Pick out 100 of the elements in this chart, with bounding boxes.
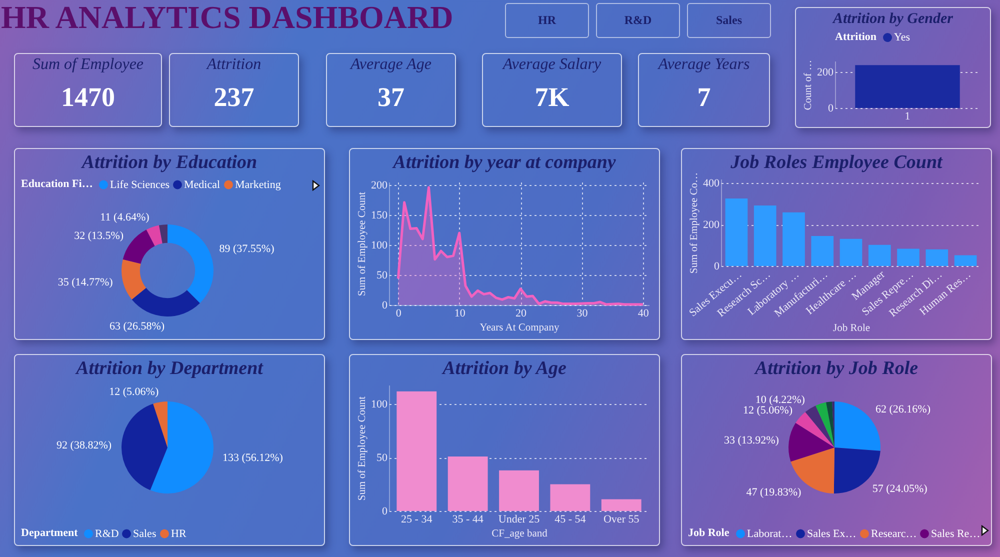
text: HR ANALYTICS DASHBOARD: [1, 0, 454, 35]
y-tick-label: 50: [376, 452, 388, 464]
y-axis-title: Sum of Employee Count: [357, 192, 368, 296]
donut-slice: [122, 259, 146, 300]
pie-slice: [816, 402, 834, 448]
x-tick-label: Under 25: [498, 514, 540, 526]
data-label: 63 (26.58%): [110, 320, 165, 332]
bar: [601, 499, 642, 511]
data-label: 35 (14.77%): [58, 276, 114, 289]
chart-title: Attrition by Gender: [831, 10, 954, 29]
data-label: 12 (5.06%): [109, 386, 159, 398]
legend-label: Life Sciences: [110, 178, 170, 191]
donut-slice: [122, 230, 155, 264]
x-axis-title: Years At Company: [480, 322, 560, 334]
data-label: 62 (26.16%): [876, 403, 931, 416]
donut-slice: [159, 224, 168, 244]
text: Average Salary: [501, 56, 602, 74]
bar: [725, 198, 748, 266]
x-tick-label: Over 55: [603, 514, 640, 526]
y-tick-label: 100: [371, 240, 388, 252]
text: Sum of Employee: [31, 56, 145, 74]
x-tick-label: 0: [396, 308, 402, 320]
bar: [448, 456, 488, 511]
chart-title: Attrition by year at company: [391, 151, 617, 175]
data-label: 33 (13.92%): [724, 434, 780, 446]
y-tick-label: 100: [371, 398, 388, 411]
text: 7: [696, 82, 712, 113]
data-label: 32 (13.5%): [74, 230, 124, 242]
pie-slice: [122, 404, 168, 490]
donut-slice: [132, 288, 200, 316]
chart-title: Attrition by Job Role: [753, 357, 920, 381]
bar: [782, 212, 805, 266]
x-tick-label: 25 - 34: [401, 514, 433, 526]
y-tick-label: 0: [382, 506, 388, 518]
chart-title: Attrition by Age: [440, 357, 568, 381]
legend-label: Sales Re…: [931, 528, 980, 540]
legend-title: Attrition: [835, 31, 877, 43]
text: Attrition: [205, 56, 262, 74]
legend-label: Medical: [184, 178, 220, 191]
x-tick-label: 35 - 44: [452, 514, 484, 526]
legend-label: HR: [171, 528, 187, 540]
x-tick-label: 20: [516, 308, 528, 320]
x-axis-title: Job Role: [832, 322, 870, 334]
pie-slice: [788, 422, 834, 462]
donut-slice: [168, 224, 214, 304]
text: Average Age: [348, 56, 432, 74]
bar: [897, 248, 920, 266]
y-axis-title: Sum of Employee Count: [357, 396, 368, 501]
bar: [499, 470, 539, 511]
bar: [926, 249, 948, 266]
pie-slice: [153, 402, 168, 448]
y-tick-label: 50: [376, 270, 388, 282]
legend-label: Researc…: [871, 528, 917, 540]
text: 7K: [534, 82, 570, 113]
legend-title: Department: [21, 527, 78, 539]
legend-title: Education Fi…: [21, 178, 93, 190]
bar: [396, 391, 437, 511]
data-label: 57 (24.05%): [872, 482, 928, 495]
pie-slice: [150, 402, 214, 494]
data-label: 92 (38.82%): [56, 440, 112, 452]
text: R&D: [596, 3, 680, 38]
y-tick-label: 200: [817, 66, 834, 78]
data-label: 10 (4.22%): [755, 394, 806, 406]
data-label: 89 (37.55%): [219, 243, 275, 256]
data-label: 12 (5.06%): [742, 404, 793, 416]
y-axis-title: Sum of Employee Co…: [689, 172, 700, 274]
legend-label: Sales Ex…: [807, 528, 856, 540]
data-label: 133 (56.12%): [222, 452, 284, 464]
legend-label: Laborat…: [747, 528, 792, 540]
bar: [840, 238, 862, 266]
x-tick-label: 30: [576, 308, 588, 320]
y-tick-label: 150: [371, 210, 388, 222]
text: 237: [212, 82, 256, 113]
legend-label: Marketing: [235, 178, 282, 191]
pie-slice: [805, 406, 834, 448]
y-tick-label: 200: [371, 180, 388, 192]
x-tick-label: 45 - 54: [554, 514, 586, 526]
x-tick-label: 1: [904, 110, 910, 122]
data-label: 11 (4.64%): [100, 212, 150, 224]
donut-slice: [146, 225, 162, 246]
x-axis-title: CF_age band: [492, 528, 548, 540]
data-label: 47 (19.83%): [746, 486, 802, 499]
chart-title: Attrition by Education: [80, 151, 258, 175]
text: HR: [505, 3, 589, 38]
chart-title: Attrition by Department: [74, 357, 264, 381]
text: 37: [376, 82, 406, 113]
text: 1470: [60, 82, 116, 113]
legend-title: Job Role: [688, 527, 730, 539]
bar: [550, 484, 590, 511]
text: Sales: [687, 3, 771, 38]
legend-label: Sales: [133, 528, 156, 540]
y-axis-title: Count of …: [803, 60, 814, 110]
x-tick-label: 40: [638, 308, 650, 320]
legend-label: R&D: [95, 528, 119, 540]
text: Average Years: [656, 56, 751, 74]
bar: [754, 206, 776, 266]
bar: [868, 244, 891, 266]
pie-slice: [826, 402, 834, 448]
legend-label: Yes: [894, 32, 910, 44]
y-tick-label: 0: [714, 260, 720, 272]
